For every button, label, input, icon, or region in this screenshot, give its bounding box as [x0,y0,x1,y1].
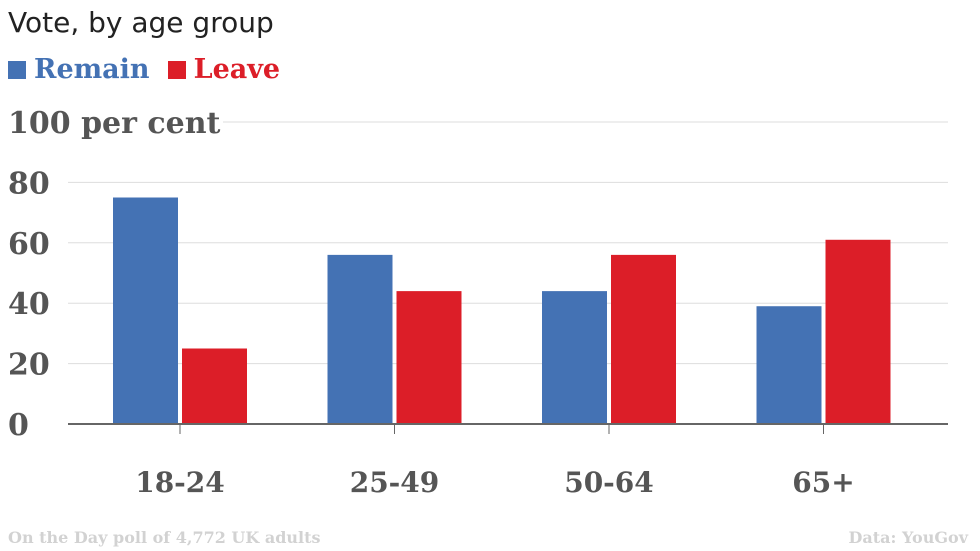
legend-label-leave: Leave [193,54,281,85]
bar-remain-65+ [756,306,822,424]
legend-item-leave: Leave [167,54,281,85]
footnote: On the Day poll of 4,772 UK adults [8,528,321,547]
legend-swatch-remain [8,60,26,79]
legend-swatch-leave [167,60,186,79]
x-tick-label-65+: 65+ [792,466,854,499]
legend-item-remain: Remain [8,54,150,85]
y-tick-label-0: 0 [8,408,29,443]
y-tick-label-40: 40 [8,287,50,322]
bar-leave-65+ [825,239,891,424]
legend: Remain Leave [8,54,298,85]
bar-remain-18-24 [113,197,178,424]
x-tick-label-18-24: 18-24 [135,466,225,499]
bar-remain-50-64 [542,291,607,424]
legend-label-remain: Remain [34,54,150,85]
source-note: Data: YouGov [848,528,968,547]
y-tick-label-20: 20 [8,348,50,383]
chart-title: Vote, by age group [8,6,274,39]
bar-leave-18-24 [182,348,247,424]
bar-leave-50-64 [611,254,676,424]
y-tick-label-60: 60 [8,227,50,262]
bar-leave-25-49 [396,291,462,424]
y-tick-label-100: 100 per cent [8,106,221,141]
x-tick-label-50-64: 50-64 [564,466,654,499]
bar-remain-25-49 [327,254,393,424]
y-tick-label-80: 80 [8,166,50,201]
x-tick-label-25-49: 25-49 [350,466,440,499]
